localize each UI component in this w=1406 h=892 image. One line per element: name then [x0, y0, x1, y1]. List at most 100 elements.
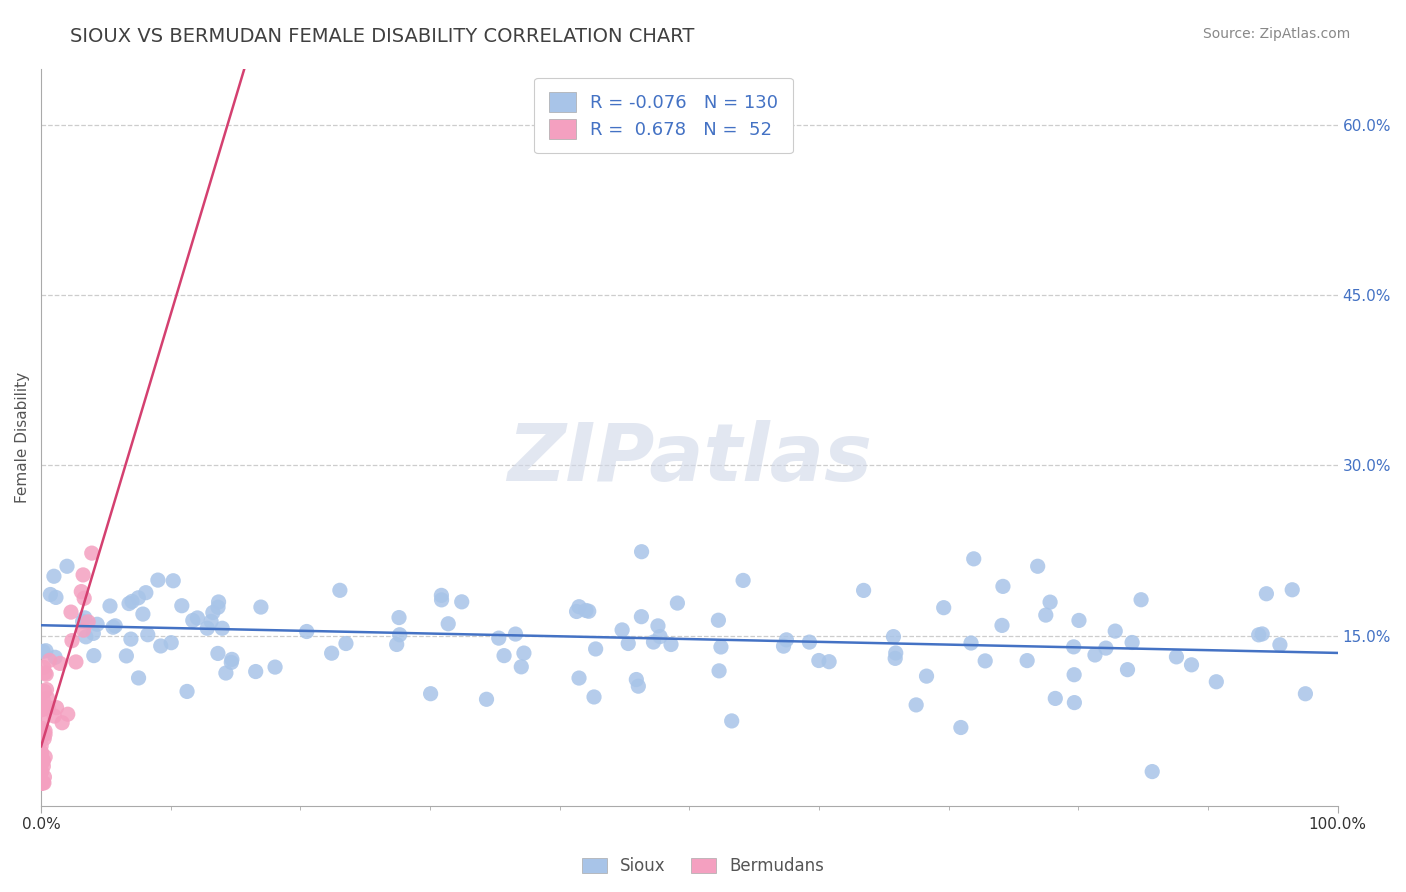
- Point: [127, 591, 149, 605]
- Point: [852, 583, 875, 598]
- Point: [1104, 624, 1126, 639]
- Point: [32, 644, 55, 658]
- Point: [419, 687, 441, 701]
- Point: [974, 654, 997, 668]
- Point: [49, 657, 72, 671]
- Point: [101, 620, 124, 634]
- Point: [818, 655, 841, 669]
- Point: [630, 609, 652, 624]
- Point: [488, 631, 510, 645]
- Point: [34, 699, 56, 714]
- Point: [1095, 641, 1118, 656]
- Point: [32, 776, 55, 790]
- Point: [34, 727, 56, 741]
- Point: [176, 684, 198, 698]
- Point: [31, 746, 53, 760]
- Point: [1294, 687, 1316, 701]
- Point: [720, 714, 742, 728]
- Point: [578, 604, 600, 618]
- Point: [30, 776, 52, 790]
- Point: [132, 607, 155, 621]
- Point: [575, 603, 598, 617]
- Point: [1063, 696, 1085, 710]
- Point: [30, 729, 52, 743]
- Point: [643, 635, 665, 649]
- Point: [32, 753, 55, 767]
- Point: [160, 636, 183, 650]
- Point: [437, 616, 460, 631]
- Point: [585, 642, 607, 657]
- Point: [1017, 654, 1039, 668]
- Point: [35, 667, 58, 681]
- Point: [991, 618, 1014, 632]
- Point: [884, 651, 907, 665]
- Point: [31, 776, 53, 790]
- Point: [73, 591, 96, 606]
- Point: [162, 574, 184, 588]
- Point: [201, 606, 224, 620]
- Point: [56, 707, 79, 722]
- Point: [963, 552, 986, 566]
- Point: [1251, 627, 1274, 641]
- Point: [30, 703, 52, 717]
- Point: [295, 624, 318, 639]
- Point: [1140, 764, 1163, 779]
- Y-axis label: Female Disability: Female Disability: [15, 371, 30, 502]
- Point: [626, 673, 648, 687]
- Point: [186, 611, 208, 625]
- Point: [1084, 648, 1107, 662]
- Point: [617, 636, 640, 650]
- Point: [34, 770, 56, 784]
- Point: [385, 637, 408, 651]
- Point: [32, 660, 55, 674]
- Point: [32, 692, 55, 706]
- Point: [170, 599, 193, 613]
- Point: [335, 636, 357, 650]
- Point: [1268, 638, 1291, 652]
- Point: [30, 765, 52, 780]
- Point: [430, 592, 453, 607]
- Point: [1039, 595, 1062, 609]
- Point: [568, 671, 591, 685]
- Point: [38, 653, 60, 667]
- Point: [565, 605, 588, 619]
- Point: [915, 669, 938, 683]
- Point: [250, 600, 273, 615]
- Point: [34, 665, 56, 680]
- Point: [807, 653, 830, 667]
- Point: [1281, 582, 1303, 597]
- Point: [1045, 691, 1067, 706]
- Point: [39, 587, 62, 601]
- Point: [31, 722, 53, 736]
- Point: [450, 595, 472, 609]
- Point: [733, 574, 755, 588]
- Point: [34, 750, 56, 764]
- Point: [83, 648, 105, 663]
- Point: [121, 594, 143, 608]
- Point: [960, 636, 983, 650]
- Point: [51, 715, 73, 730]
- Point: [34, 684, 56, 698]
- Point: [1205, 674, 1227, 689]
- Point: [710, 640, 733, 654]
- Point: [32, 700, 55, 714]
- Point: [34, 702, 56, 716]
- Point: [388, 628, 411, 642]
- Point: [1026, 559, 1049, 574]
- Point: [86, 617, 108, 632]
- Point: [510, 660, 533, 674]
- Text: SIOUX VS BERMUDAN FEMALE DISABILITY CORRELATION CHART: SIOUX VS BERMUDAN FEMALE DISABILITY CORR…: [70, 27, 695, 45]
- Point: [115, 648, 138, 663]
- Point: [135, 585, 157, 599]
- Point: [104, 619, 127, 633]
- Point: [264, 660, 287, 674]
- Point: [648, 630, 671, 644]
- Point: [329, 583, 352, 598]
- Point: [1121, 635, 1143, 649]
- Point: [30, 739, 52, 753]
- Point: [1130, 592, 1153, 607]
- Point: [1063, 640, 1085, 654]
- Point: [772, 639, 794, 653]
- Point: [44, 709, 66, 723]
- Point: [65, 655, 87, 669]
